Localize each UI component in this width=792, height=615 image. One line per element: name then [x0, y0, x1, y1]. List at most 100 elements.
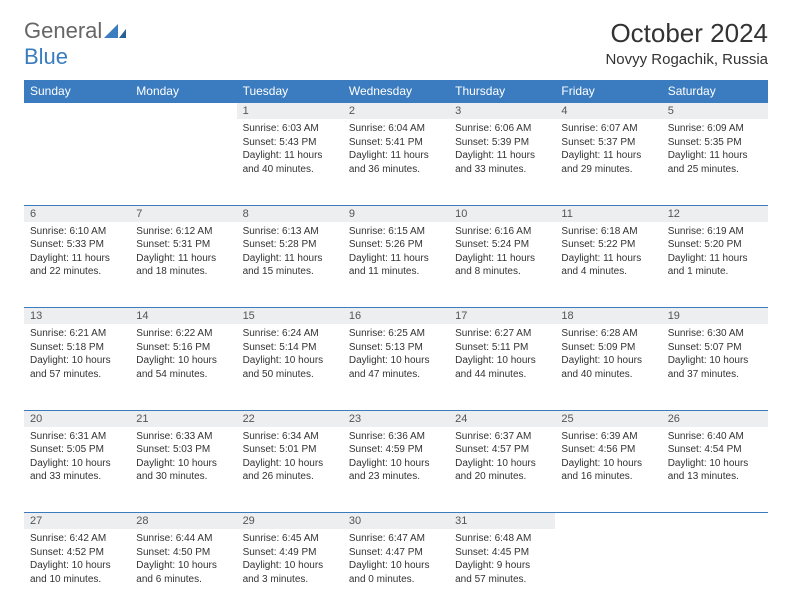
- day-number-cell: 31: [449, 513, 555, 530]
- day-content-cell: Sunrise: 6:21 AMSunset: 5:18 PMDaylight:…: [24, 324, 130, 410]
- sunset-text: Sunset: 5:39 PM: [455, 136, 549, 150]
- daylight-text: Daylight: 11 hours and 15 minutes.: [243, 252, 337, 279]
- day-content-cell: Sunrise: 6:06 AMSunset: 5:39 PMDaylight:…: [449, 119, 555, 205]
- day-content-cell: Sunrise: 6:37 AMSunset: 4:57 PMDaylight:…: [449, 427, 555, 513]
- sunset-text: Sunset: 5:03 PM: [136, 443, 230, 457]
- sunrise-text: Sunrise: 6:40 AM: [668, 430, 762, 444]
- sunrise-text: Sunrise: 6:28 AM: [561, 327, 655, 341]
- day-content-cell: Sunrise: 6:28 AMSunset: 5:09 PMDaylight:…: [555, 324, 661, 410]
- week-daynum-row: 6789101112: [24, 205, 768, 222]
- sunrise-text: Sunrise: 6:24 AM: [243, 327, 337, 341]
- daylight-text: Daylight: 11 hours and 4 minutes.: [561, 252, 655, 279]
- day-content-cell: Sunrise: 6:13 AMSunset: 5:28 PMDaylight:…: [237, 222, 343, 308]
- day-number-cell: [24, 103, 130, 120]
- daylight-text: Daylight: 9 hours and 57 minutes.: [455, 559, 549, 586]
- header: GeneralBlue October 2024 Novyy Rogachik,…: [24, 18, 768, 70]
- week-daynum-row: 2728293031: [24, 513, 768, 530]
- sunrise-text: Sunrise: 6:33 AM: [136, 430, 230, 444]
- sunset-text: Sunset: 4:50 PM: [136, 546, 230, 560]
- sunset-text: Sunset: 5:35 PM: [668, 136, 762, 150]
- sunrise-text: Sunrise: 6:25 AM: [349, 327, 443, 341]
- day-content-cell: Sunrise: 6:18 AMSunset: 5:22 PMDaylight:…: [555, 222, 661, 308]
- day-content-cell: [130, 119, 236, 205]
- sunrise-text: Sunrise: 6:39 AM: [561, 430, 655, 444]
- month-title: October 2024: [605, 18, 768, 49]
- sunset-text: Sunset: 5:24 PM: [455, 238, 549, 252]
- sunset-text: Sunset: 5:28 PM: [243, 238, 337, 252]
- logo-text-1: General: [24, 18, 102, 43]
- sunrise-text: Sunrise: 6:10 AM: [30, 225, 124, 239]
- sunrise-text: Sunrise: 6:19 AM: [668, 225, 762, 239]
- sunrise-text: Sunrise: 6:06 AM: [455, 122, 549, 136]
- day-content-cell: Sunrise: 6:31 AMSunset: 5:05 PMDaylight:…: [24, 427, 130, 513]
- sunset-text: Sunset: 4:47 PM: [349, 546, 443, 560]
- title-block: October 2024 Novyy Rogachik, Russia: [605, 18, 768, 68]
- sunset-text: Sunset: 4:57 PM: [455, 443, 549, 457]
- sunset-text: Sunset: 5:14 PM: [243, 341, 337, 355]
- calendar-table: Sunday Monday Tuesday Wednesday Thursday…: [24, 80, 768, 615]
- day-number-cell: 22: [237, 410, 343, 427]
- day-number-cell: 11: [555, 205, 661, 222]
- weekday-header: Tuesday: [237, 80, 343, 103]
- daylight-text: Daylight: 11 hours and 8 minutes.: [455, 252, 549, 279]
- daylight-text: Daylight: 10 hours and 44 minutes.: [455, 354, 549, 381]
- daylight-text: Daylight: 10 hours and 47 minutes.: [349, 354, 443, 381]
- day-content-cell: Sunrise: 6:03 AMSunset: 5:43 PMDaylight:…: [237, 119, 343, 205]
- day-number-cell: 20: [24, 410, 130, 427]
- sunset-text: Sunset: 5:11 PM: [455, 341, 549, 355]
- sunrise-text: Sunrise: 6:44 AM: [136, 532, 230, 546]
- sunset-text: Sunset: 5:18 PM: [30, 341, 124, 355]
- day-number-cell: 7: [130, 205, 236, 222]
- sunset-text: Sunset: 5:16 PM: [136, 341, 230, 355]
- weekday-header: Saturday: [662, 80, 768, 103]
- daylight-text: Daylight: 10 hours and 16 minutes.: [561, 457, 655, 484]
- day-number-cell: 18: [555, 308, 661, 325]
- week-content-row: Sunrise: 6:31 AMSunset: 5:05 PMDaylight:…: [24, 427, 768, 513]
- daylight-text: Daylight: 10 hours and 57 minutes.: [30, 354, 124, 381]
- day-content-cell: Sunrise: 6:22 AMSunset: 5:16 PMDaylight:…: [130, 324, 236, 410]
- sunrise-text: Sunrise: 6:34 AM: [243, 430, 337, 444]
- weekday-header: Sunday: [24, 80, 130, 103]
- day-content-cell: Sunrise: 6:34 AMSunset: 5:01 PMDaylight:…: [237, 427, 343, 513]
- day-number-cell: 14: [130, 308, 236, 325]
- day-number-cell: 13: [24, 308, 130, 325]
- sunset-text: Sunset: 5:13 PM: [349, 341, 443, 355]
- week-content-row: Sunrise: 6:10 AMSunset: 5:33 PMDaylight:…: [24, 222, 768, 308]
- daylight-text: Daylight: 10 hours and 3 minutes.: [243, 559, 337, 586]
- day-content-cell: Sunrise: 6:36 AMSunset: 4:59 PMDaylight:…: [343, 427, 449, 513]
- day-number-cell: 12: [662, 205, 768, 222]
- day-content-cell: Sunrise: 6:30 AMSunset: 5:07 PMDaylight:…: [662, 324, 768, 410]
- day-content-cell: Sunrise: 6:07 AMSunset: 5:37 PMDaylight:…: [555, 119, 661, 205]
- daylight-text: Daylight: 11 hours and 25 minutes.: [668, 149, 762, 176]
- daylight-text: Daylight: 11 hours and 1 minute.: [668, 252, 762, 279]
- day-number-cell: 9: [343, 205, 449, 222]
- day-number-cell: 21: [130, 410, 236, 427]
- sunset-text: Sunset: 5:05 PM: [30, 443, 124, 457]
- day-content-cell: Sunrise: 6:48 AMSunset: 4:45 PMDaylight:…: [449, 529, 555, 615]
- sunrise-text: Sunrise: 6:47 AM: [349, 532, 443, 546]
- day-number-cell: 3: [449, 103, 555, 120]
- day-content-cell: Sunrise: 6:10 AMSunset: 5:33 PMDaylight:…: [24, 222, 130, 308]
- sunrise-text: Sunrise: 6:22 AM: [136, 327, 230, 341]
- sunrise-text: Sunrise: 6:37 AM: [455, 430, 549, 444]
- day-content-cell: Sunrise: 6:24 AMSunset: 5:14 PMDaylight:…: [237, 324, 343, 410]
- day-number-cell: 24: [449, 410, 555, 427]
- day-number-cell: 8: [237, 205, 343, 222]
- sunrise-text: Sunrise: 6:42 AM: [30, 532, 124, 546]
- day-content-cell: Sunrise: 6:16 AMSunset: 5:24 PMDaylight:…: [449, 222, 555, 308]
- day-number-cell: 17: [449, 308, 555, 325]
- week-content-row: Sunrise: 6:42 AMSunset: 4:52 PMDaylight:…: [24, 529, 768, 615]
- day-content-cell: Sunrise: 6:12 AMSunset: 5:31 PMDaylight:…: [130, 222, 236, 308]
- day-content-cell: Sunrise: 6:25 AMSunset: 5:13 PMDaylight:…: [343, 324, 449, 410]
- week-daynum-row: 20212223242526: [24, 410, 768, 427]
- sunset-text: Sunset: 4:45 PM: [455, 546, 549, 560]
- daylight-text: Daylight: 11 hours and 40 minutes.: [243, 149, 337, 176]
- daylight-text: Daylight: 10 hours and 20 minutes.: [455, 457, 549, 484]
- day-content-cell: Sunrise: 6:27 AMSunset: 5:11 PMDaylight:…: [449, 324, 555, 410]
- day-content-cell: Sunrise: 6:45 AMSunset: 4:49 PMDaylight:…: [237, 529, 343, 615]
- day-number-cell: 6: [24, 205, 130, 222]
- day-number-cell: 25: [555, 410, 661, 427]
- weekday-header: Wednesday: [343, 80, 449, 103]
- daylight-text: Daylight: 11 hours and 22 minutes.: [30, 252, 124, 279]
- day-number-cell: 19: [662, 308, 768, 325]
